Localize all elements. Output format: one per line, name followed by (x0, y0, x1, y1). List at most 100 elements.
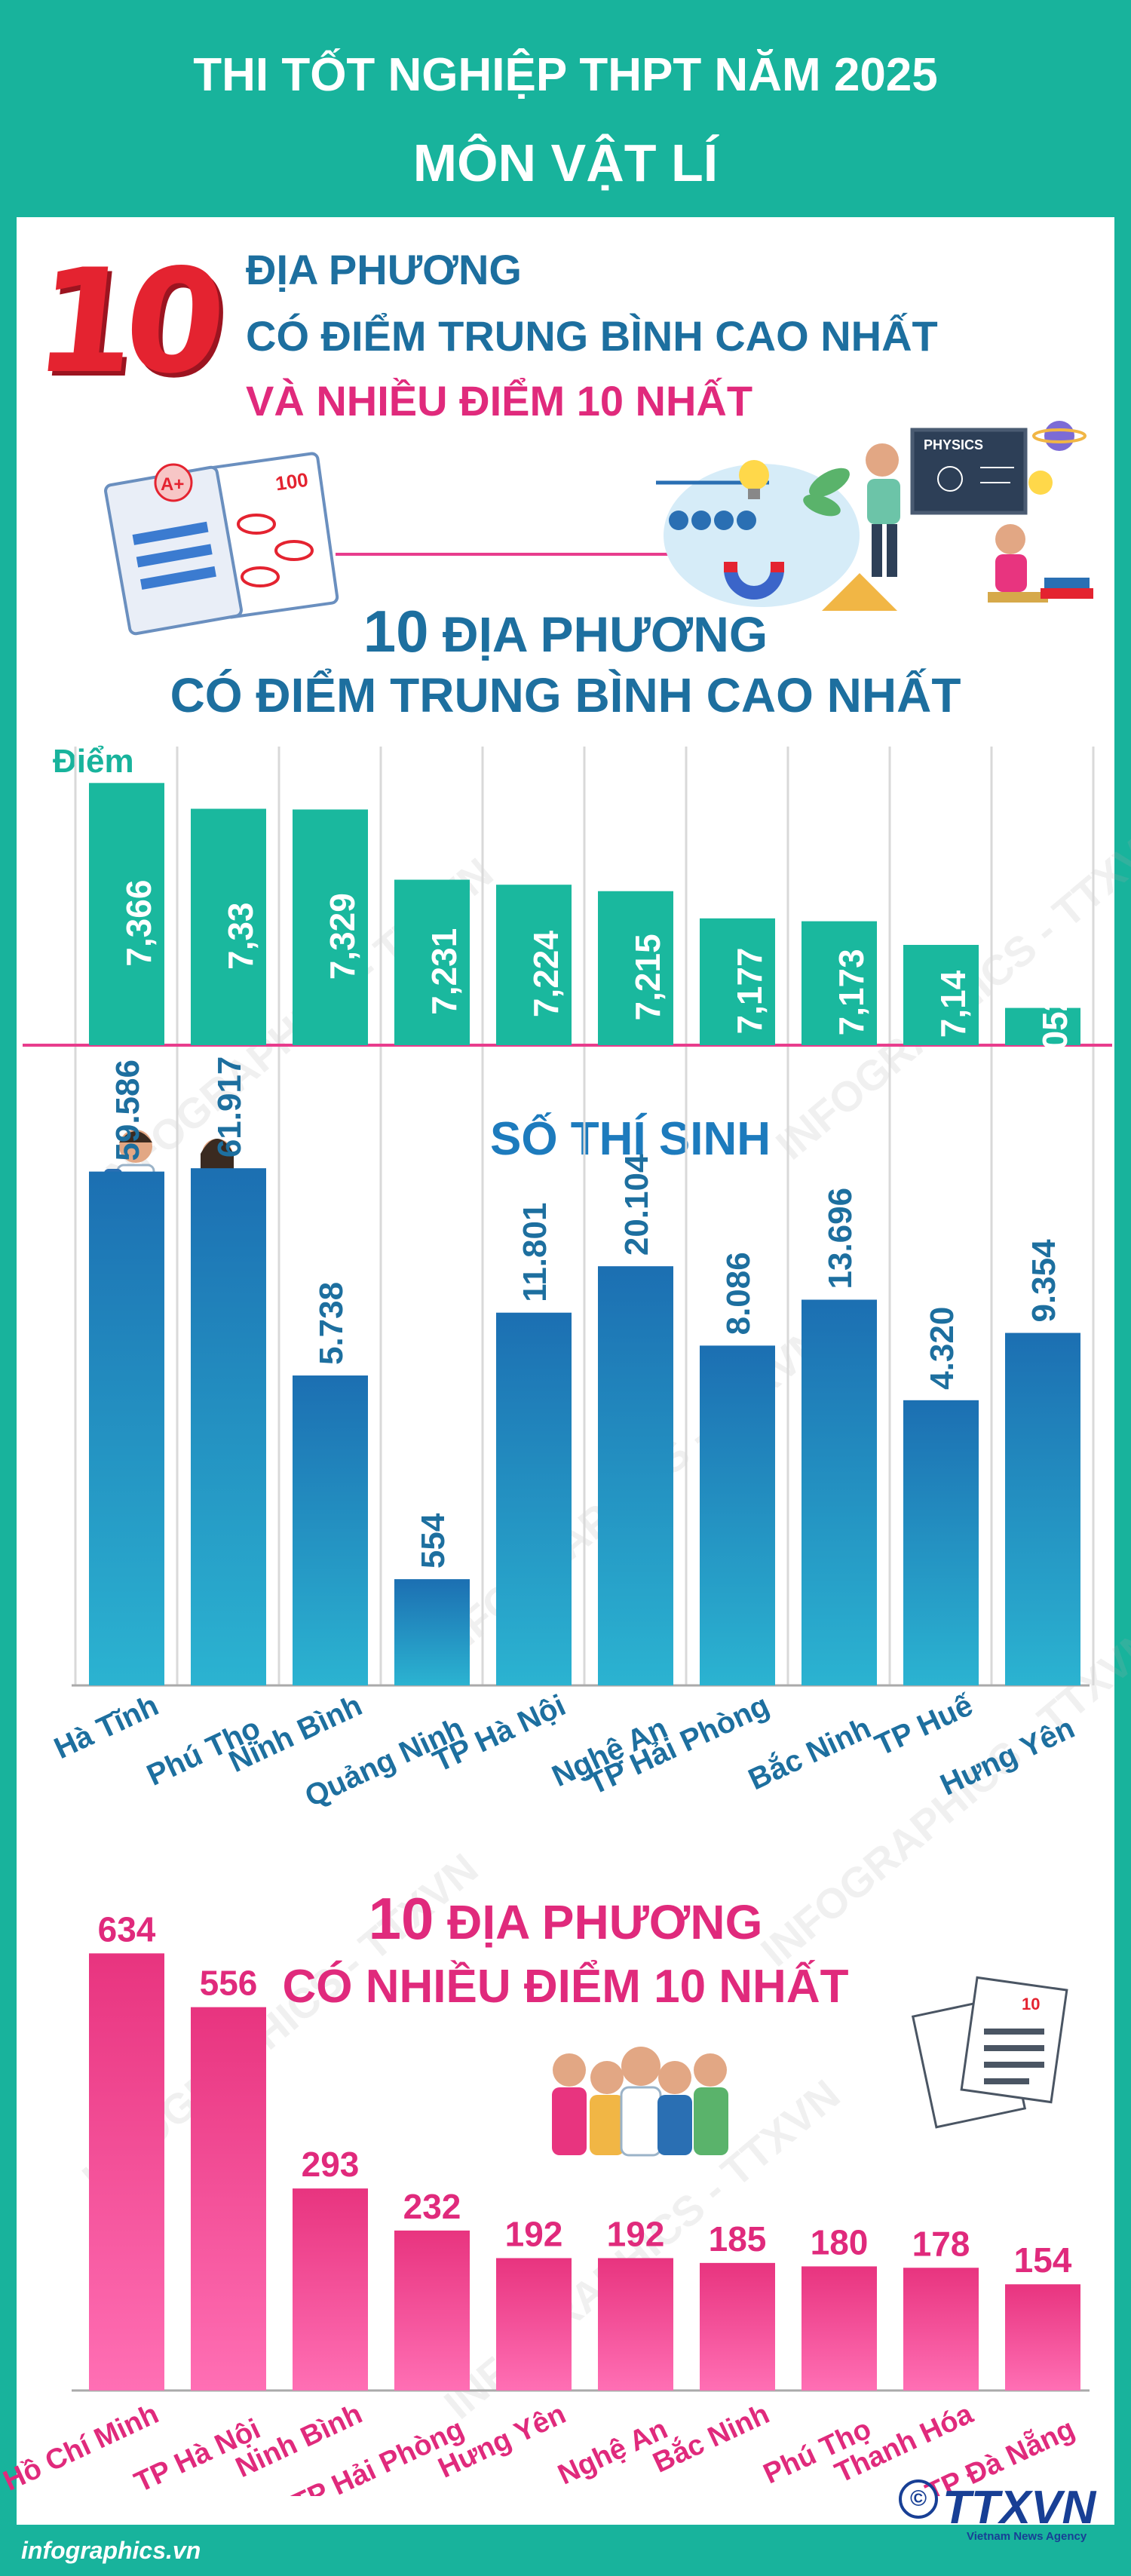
thisinh-value-label: 9.354 (1025, 1239, 1062, 1323)
diem10-bar-group: 154 (1005, 2240, 1080, 2390)
headline-line1: ĐỊA PHƯƠNG (246, 246, 522, 293)
thisinh-bar (802, 1299, 877, 1685)
diem-value-label: 7,173 (832, 949, 871, 1035)
headline-divider (336, 553, 826, 556)
physics-board-text: PHYSICS (924, 437, 983, 452)
ruler-icon (822, 573, 897, 611)
diem-bar-group: 7,177 (700, 918, 775, 1045)
doc-score-text: 10 (1022, 1995, 1040, 2013)
diem10-value-label: 192 (607, 2214, 665, 2253)
thisinh-bar-group: 4.320 (903, 1307, 979, 1685)
diem10-bar (598, 2258, 673, 2390)
thisinh-bar-group: 20.104 (598, 1154, 673, 1685)
diem-bar-group: 7,231 (394, 879, 470, 1045)
thisinh-value-label: 8.086 (720, 1252, 757, 1335)
diem-value-label: 7,329 (323, 893, 362, 980)
section3-title: 10 ĐỊA PHƯƠNG (0, 1889, 1131, 1948)
diem-value-label: 7,052 (1035, 992, 1074, 1079)
diem-bar (496, 885, 572, 1045)
thisinh-bar-group: 61.917 (191, 1056, 266, 1685)
section1-title-number: 10 (363, 598, 429, 664)
chalkboard-icon: PHYSICS (910, 428, 1028, 515)
diem10-bar-group: 232 (394, 2187, 470, 2390)
thisinh-value-label: 554 (415, 1513, 452, 1569)
diem-bar-group: 7,366 (89, 783, 164, 1045)
thisinh-bar-group: 13.696 (802, 1188, 877, 1685)
header-title-line1: THI TỐT NGHIỆP THPT NĂM 2025 (193, 49, 938, 101)
books-icon (1041, 578, 1093, 599)
magnet-icon (724, 562, 784, 600)
diem-value-label: 7,224 (526, 931, 566, 1018)
thisinh-bar-group: 11.801 (496, 1203, 572, 1685)
diem10-bar (1005, 2284, 1080, 2390)
paper-front-icon: A+ (104, 463, 243, 636)
diem-bar (89, 783, 164, 1045)
lamp-icon (1028, 471, 1053, 495)
category-label: Hà Tĩnh (49, 1688, 164, 1765)
thisinh-value-label: 20.104 (618, 1154, 655, 1256)
section3-subtitle: CÓ NHIỀU ĐIỂM 10 NHẤT (282, 1961, 849, 2013)
section1-subtitle: CÓ ĐIỂM TRUNG BÌNH CAO NHẤT (170, 668, 961, 722)
thisinh-value-label: 61.917 (211, 1056, 248, 1158)
axis-label-diem: Điểm (53, 743, 134, 780)
diem-bar-group: 7,052 (1005, 992, 1080, 1079)
section2-title: SỐ THÍ SINH (490, 1113, 771, 1165)
headline-line3: VÀ NHIỀU ĐIỂM 10 NHẤT (246, 377, 753, 425)
thisinh-bar (89, 1171, 164, 1685)
diem10-bar (496, 2258, 572, 2390)
thisinh-bar-group: 5.738 (293, 1282, 368, 1685)
thisinh-bar (700, 1345, 775, 1685)
diem10-bar (89, 1953, 164, 2390)
diem10-bar (293, 2188, 368, 2390)
diem10-value-label: 556 (200, 1964, 258, 2003)
section3-title-text: ĐỊA PHƯƠNG (447, 1895, 763, 1949)
frame-right (1114, 217, 1131, 2576)
thisinh-value-label: 59.586 (109, 1060, 146, 1161)
diem10-value-label: 634 (98, 1909, 156, 1949)
diem-bar-group: 7,33 (191, 808, 266, 1045)
lightbulb-icon (739, 460, 769, 499)
diem10-bar (903, 2268, 979, 2390)
diem10-value-label: 185 (709, 2219, 767, 2259)
diem10-bar-group: 556 (191, 1964, 266, 2390)
ttxvn-logo: TTXVN (942, 2482, 1096, 2534)
diem10-value-label: 154 (1014, 2240, 1072, 2280)
copyright-icon: © (899, 2479, 938, 2519)
diem-bar (598, 891, 673, 1045)
diem10-bar-group: 192 (598, 2214, 673, 2390)
header-title-line2: MÔN VẬT LÍ (412, 133, 719, 192)
plant-icon (803, 468, 850, 517)
thisinh-bar (903, 1400, 979, 1685)
page-frame (0, 217, 1131, 2576)
diem10-value-label: 192 (505, 2214, 563, 2253)
diem10-bar (802, 2266, 877, 2390)
diem10-bar-group: 634 (89, 1909, 164, 2390)
planet-icon (1032, 421, 1087, 451)
section3-title-number: 10 (368, 1885, 434, 1952)
diem10-bar-group: 192 (496, 2214, 572, 2390)
diem-bar (700, 918, 775, 1045)
people-group-icon (552, 2047, 728, 2157)
diem-bar (903, 945, 979, 1045)
diem-bar (802, 921, 877, 1045)
diem-bar (394, 879, 470, 1045)
thisinh-value-label: 4.320 (924, 1307, 961, 1390)
thisinh-bar-group: 9.354 (1005, 1239, 1080, 1685)
headline-line2: CÓ ĐIỂM TRUNG BÌNH CAO NHẤT (246, 312, 938, 360)
diem10-bar-group: 178 (903, 2224, 979, 2390)
thisinh-bar (293, 1375, 368, 1685)
diem10-value-label: 293 (302, 2145, 360, 2184)
charts-diem-thisinh: 7,366 7,33 7,329 7,231 7,224 7,215 7,177 7,173 7… (23, 747, 1112, 1814)
header-banner: THI TỐT NGHIỆP THPT NĂM 2025 MÔN VẬT LÍ (0, 0, 1131, 217)
diem-bar (1005, 1007, 1080, 1045)
diem10-bar-group: 293 (293, 2145, 368, 2390)
thisinh-bar-group: 8.086 (700, 1252, 775, 1685)
diem10-value-label: 178 (912, 2224, 970, 2263)
diem-value-label: 7,33 (221, 902, 260, 970)
diem10-bar (191, 2007, 266, 2390)
paper-grade-text: A+ (161, 474, 184, 495)
diem-value-label: 7,14 (933, 970, 973, 1038)
diem-bar-group: 7,215 (598, 891, 673, 1045)
diem-bar (191, 808, 266, 1045)
